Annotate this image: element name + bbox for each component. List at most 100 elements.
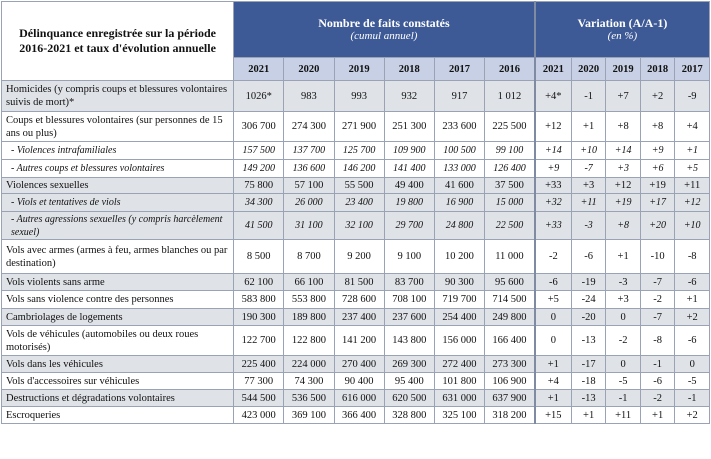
count-cell: 11 000 — [484, 239, 536, 274]
count-cell: 22 500 — [484, 211, 536, 240]
variation-cell: -7 — [639, 273, 676, 291]
count-cell: 141 200 — [333, 325, 385, 356]
variation-cell: +11 — [674, 177, 710, 194]
count-cell: 106 900 — [484, 372, 536, 390]
variation-cell: -7 — [570, 159, 607, 178]
count-cell: 125 700 — [333, 141, 385, 160]
table-row: Homicides (y compris coups et blessures … — [0, 80, 710, 112]
count-cell: 917 — [433, 80, 486, 112]
table-row: - Autres agressions sexuelles (y compris… — [0, 211, 710, 240]
count-cell: 55 500 — [333, 177, 385, 194]
row-label: - Autres agressions sexuelles (y compris… — [0, 211, 235, 240]
count-cell: 31 100 — [283, 211, 335, 240]
table-row: Cambriolages de logements 190 300 189 800 2… — [0, 308, 710, 326]
delinquance-table: Délinquance enregistrée sur la période 2… — [0, 1, 710, 424]
count-cell: 273 300 — [484, 355, 536, 373]
row-label: Vols d'accessoires sur véhicules — [0, 372, 235, 390]
count-cell: 306 700 — [233, 111, 285, 142]
table-row: - Violences intrafamiliales 157 500 137 70… — [0, 141, 710, 160]
variation-cell: -3 — [605, 273, 641, 291]
row-label: Vols avec armes (armes à feu, armes blan… — [0, 239, 235, 274]
variation-year-header: 2020 — [570, 57, 607, 81]
table-row: Coups et blessures volontaires (sur pers… — [0, 111, 710, 142]
variation-cell: +7 — [605, 80, 641, 112]
variation-cell: +15 — [533, 406, 572, 424]
table-row: Vols violents sans arme 62 100 66 100 81 50… — [0, 273, 710, 291]
row-label: - Viols et tentatives de viols — [0, 193, 235, 212]
count-cell: 166 400 — [484, 325, 536, 356]
counts-group-title: Nombre de faits constatés — [318, 15, 450, 30]
variation-cell: +4 — [674, 111, 710, 142]
count-cell: 366 400 — [333, 406, 385, 424]
variation-cell: -6 — [674, 273, 710, 291]
variation-cell: 0 — [533, 325, 572, 356]
variation-cell: +8 — [639, 111, 676, 142]
variation-cell: +33 — [533, 211, 572, 240]
count-cell: 136 600 — [283, 159, 335, 178]
count-cell: 74 300 — [283, 372, 335, 390]
table-row: Escroqueries 423 000 369 100 366 400 328 800… — [0, 406, 710, 424]
variation-cell: -8 — [674, 239, 710, 274]
variation-cell: +1 — [533, 389, 572, 407]
year-header-row: 2021 2020 2019 2018 2017 2016 2021 2020 … — [2, 57, 710, 81]
count-cell: 29 700 — [383, 211, 435, 240]
variation-cell: +9 — [639, 141, 676, 160]
count-cell: 637 900 — [484, 389, 536, 407]
variation-cell: +2 — [674, 406, 710, 424]
variation-cell: +11 — [570, 193, 607, 212]
counts-group-subtitle: (cumul annuel) — [350, 29, 418, 42]
row-label: Destructions et dégradations volontaires — [0, 389, 235, 407]
count-cell: 583 800 — [233, 290, 285, 309]
variation-cell: +1 — [570, 406, 607, 424]
row-label: - Autres coups et blessures volontaires — [0, 159, 235, 178]
count-cell: 32 100 — [333, 211, 385, 240]
count-cell: 126 400 — [484, 159, 536, 178]
year-header: 2018 — [383, 57, 435, 81]
year-header: 2016 — [484, 57, 536, 81]
variation-cell: -24 — [570, 290, 607, 309]
count-cell: 225 400 — [233, 355, 285, 373]
variation-cell: +9 — [533, 159, 572, 178]
count-cell: 233 600 — [433, 111, 486, 142]
variation-cell: -13 — [570, 325, 607, 356]
count-cell: 149 200 — [233, 159, 285, 178]
row-label: Homicides (y compris coups et blessures … — [0, 80, 235, 112]
count-cell: 325 100 — [433, 406, 486, 424]
count-cell: 237 400 — [333, 308, 385, 326]
count-cell: 993 — [333, 80, 385, 112]
count-cell: 157 500 — [233, 141, 285, 160]
count-cell: 553 800 — [283, 290, 335, 309]
count-cell: 49 400 — [383, 177, 435, 194]
table-row: Destructions et dégradations volontaires… — [0, 389, 710, 407]
variation-year-header: 2021 — [533, 57, 572, 81]
count-cell: 83 700 — [383, 273, 435, 291]
year-header: 2020 — [283, 57, 335, 81]
count-cell: 57 100 — [283, 177, 335, 194]
variation-cell: 0 — [674, 355, 710, 373]
variation-cell: 0 — [533, 308, 572, 326]
variation-cell: +4* — [533, 80, 572, 112]
variation-group-header: Variation (A/A-1) (en %) — [533, 1, 710, 58]
variation-cell: +17 — [639, 193, 676, 212]
variation-cell: +32 — [533, 193, 572, 212]
count-cell: 983 — [283, 80, 335, 112]
count-cell: 9 100 — [383, 239, 435, 274]
count-cell: 41 500 — [233, 211, 285, 240]
count-cell: 1 012 — [484, 80, 536, 112]
variation-cell: +14 — [605, 141, 641, 160]
count-cell: 423 000 — [233, 406, 285, 424]
variation-cell: +3 — [605, 159, 641, 178]
count-cell: 269 300 — [383, 355, 435, 373]
variation-cell: +11 — [605, 406, 641, 424]
count-cell: 81 500 — [333, 273, 385, 291]
count-cell: 75 800 — [233, 177, 285, 194]
count-cell: 146 200 — [333, 159, 385, 178]
variation-cell: -6 — [533, 273, 572, 291]
table-title: Délinquance enregistrée sur la période 2… — [0, 1, 235, 81]
count-cell: 620 500 — [383, 389, 435, 407]
variation-cell: +14 — [533, 141, 572, 160]
count-cell: 109 900 — [383, 141, 435, 160]
variation-group-subtitle: (en %) — [607, 29, 638, 42]
count-cell: 95 400 — [383, 372, 435, 390]
count-cell: 249 800 — [484, 308, 536, 326]
